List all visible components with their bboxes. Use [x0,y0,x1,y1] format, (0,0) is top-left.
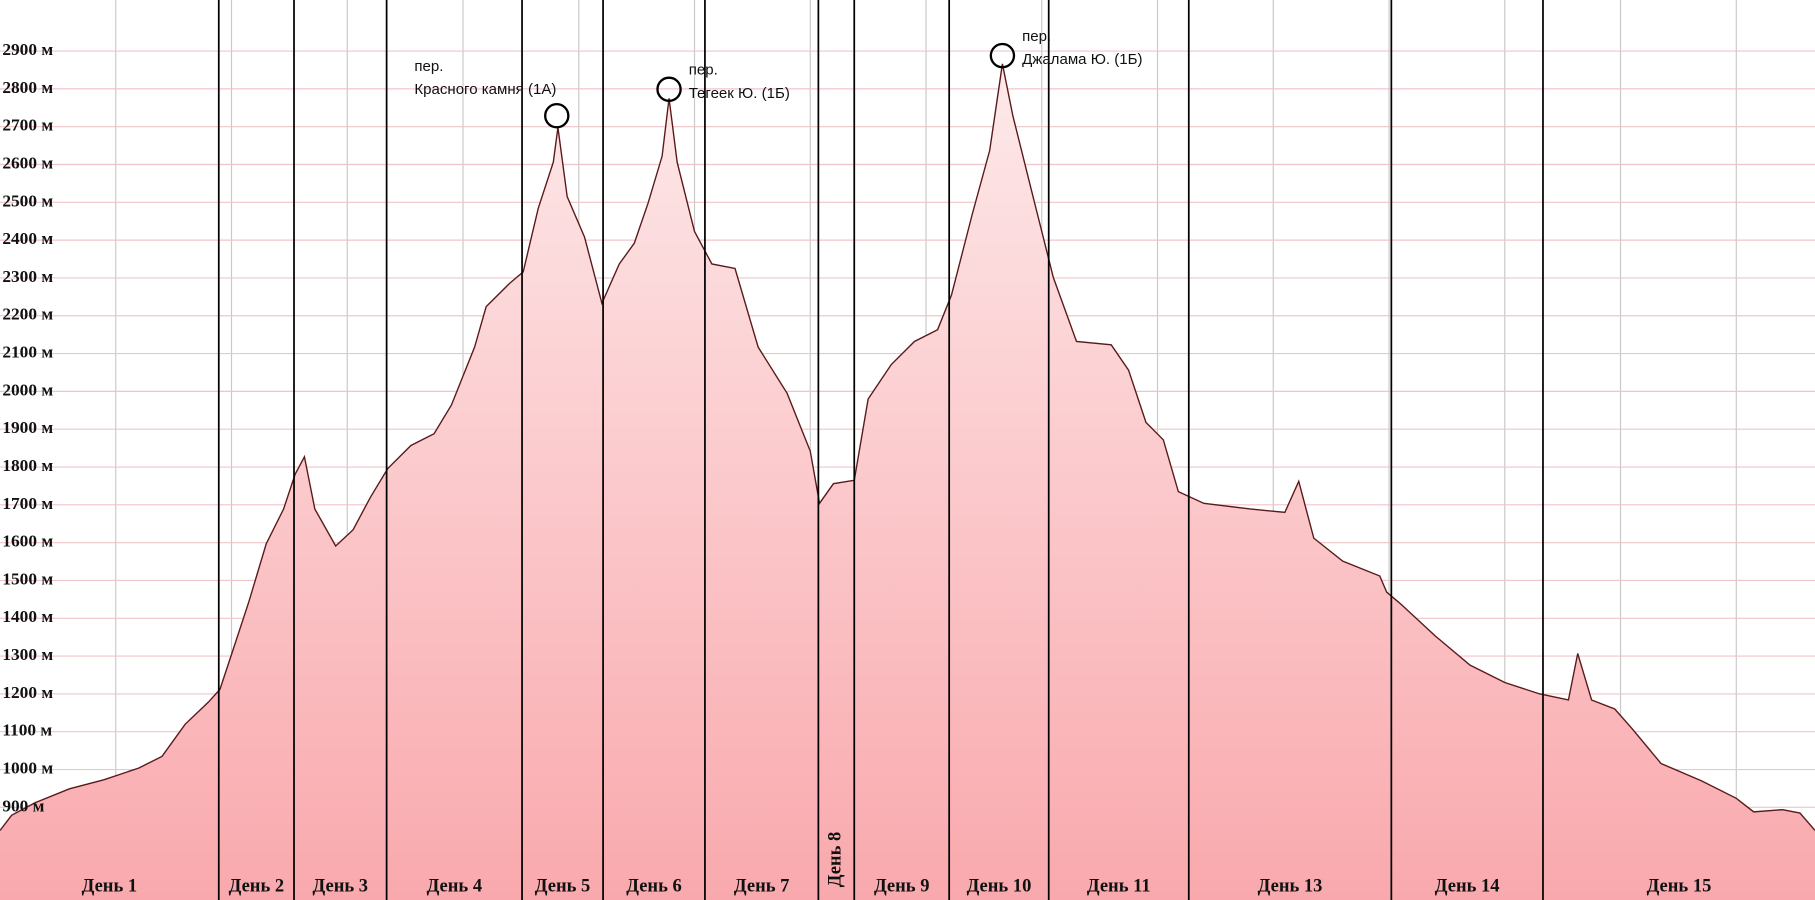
y-tick-label: 1600 м [2,532,53,551]
day-label: День 4 [427,877,483,897]
y-tick-label: 1400 м [2,607,53,626]
y-tick-label: 2600 м [2,153,53,172]
y-tick-label: 1300 м [2,645,53,664]
day-label: День 9 [874,877,930,897]
y-tick-label: 1500 м [2,569,53,588]
y-tick-label: 1800 м [2,456,53,475]
day-label: День 10 [967,877,1032,897]
area-highlight [0,63,1815,900]
y-tick-label: 1200 м [2,683,53,702]
y-tick-label: 1000 м [2,759,53,778]
pass-marker [544,102,570,129]
day-label: День 5 [535,877,591,897]
day-label: День 3 [313,877,369,897]
y-tick-label: 2800 м [2,78,53,97]
day-label: День 11 [1087,877,1151,897]
day-label: День 13 [1258,877,1323,897]
y-tick-label: 2700 м [2,116,53,135]
pass-label: пер. [689,62,718,79]
y-tick-label: 2000 м [2,380,53,399]
pass-label: Джалама Ю. (1Б) [1022,51,1142,68]
y-tick-label: 2400 м [2,229,53,248]
pass-label: Красного камня (1А) [414,81,556,98]
pass-label: Тегеек Ю. (1Б) [689,85,790,102]
day-label: День 8 [826,832,846,887]
day-label: День 14 [1435,877,1500,897]
y-tick-label: 1100 м [2,721,52,740]
y-tick-label: 2200 м [2,305,53,324]
day-label: День 1 [82,877,138,897]
pass-label: пер. [414,58,443,75]
y-tick-label: 1700 м [2,494,53,513]
y-tick-label: 2100 м [2,343,53,362]
pass-marker [656,76,682,102]
y-tick-label: 2500 м [2,191,53,210]
y-tick-label: 2900 м [2,40,53,59]
pass-label: пер. [1022,28,1051,45]
y-tick-label: 900 м [2,796,44,815]
pass-marker [989,42,1016,69]
y-tick-label: 2300 м [2,267,53,286]
y-tick-label: 1900 м [2,418,53,437]
day-label: День 7 [734,877,790,897]
day-label: День 6 [626,877,682,897]
day-label: День 15 [1647,877,1712,897]
profile-line [0,63,1815,831]
day-label: День 2 [229,877,285,897]
